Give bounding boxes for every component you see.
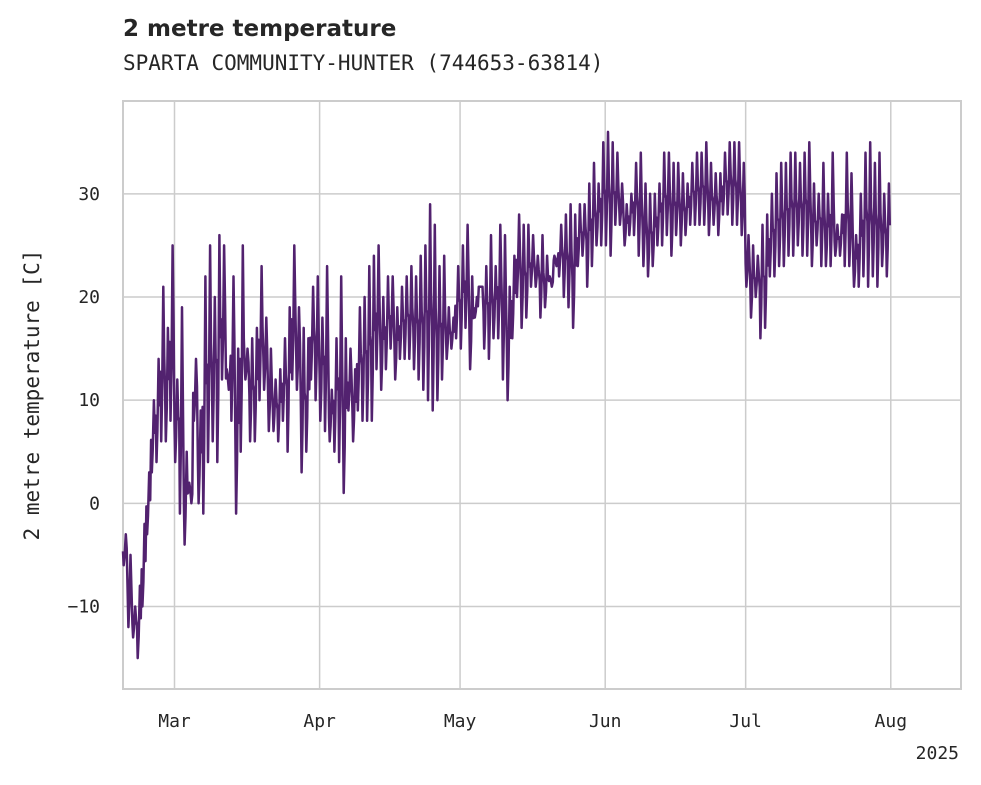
x-axis-ticks: Mar Apr May Jun Jul Aug xyxy=(158,711,907,732)
y-tick-label: −10 xyxy=(67,596,100,617)
y-tick-label: 0 xyxy=(89,493,100,514)
plot-frame xyxy=(122,100,962,690)
y-tick-label: 30 xyxy=(78,184,100,205)
y-axis-ticks: −10 0 10 20 30 xyxy=(67,184,100,618)
x-tick-label: May xyxy=(444,711,477,732)
chart-subtitle: SPARTA COMMUNITY-HUNTER (744653-63814) xyxy=(123,51,604,75)
x-tick-label: Mar xyxy=(158,711,191,732)
x-tick-label: Apr xyxy=(303,711,336,732)
y-tick-label: 10 xyxy=(78,390,100,411)
chart-title: 2 metre temperature xyxy=(123,16,397,42)
x-tick-label: Aug xyxy=(875,711,908,732)
temperature-series-line xyxy=(121,130,892,660)
y-tick-label: 20 xyxy=(78,287,100,308)
x-tick-label: Jul xyxy=(729,711,762,732)
y-axis-label: 2 metre temperature [C] xyxy=(20,250,44,541)
x-tick-label: Jun xyxy=(589,711,622,732)
x-axis-year-label: 2025 xyxy=(916,743,959,764)
